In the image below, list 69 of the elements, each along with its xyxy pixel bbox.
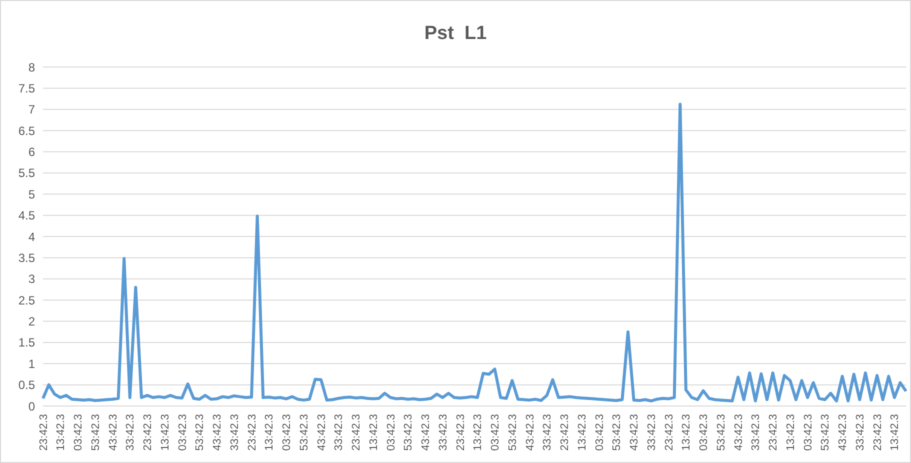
x-tick-label: 23:42.3 [872, 414, 884, 451]
x-tick-label: 23:42.3 [38, 414, 50, 451]
x-tick-label: 33:42.3 [542, 414, 554, 451]
x-tick-label: 23:42.3 [454, 414, 467, 451]
y-tick-label: 0.5 [18, 378, 36, 392]
x-tick-label: 33:42.3 [750, 414, 762, 451]
x-tick-label: 33:42.3 [333, 414, 346, 451]
x-tick-label: 53:42.3 [611, 414, 624, 451]
x-tick-label: 43:42.3 [628, 414, 641, 451]
chart-title: Pst L1 [423, 23, 488, 45]
x-tick-label: 13:42.3 [680, 414, 693, 451]
x-tick-label: 53:42.3 [506, 414, 519, 451]
y-tick-label: 3 [28, 272, 36, 286]
x-tick-label: 03:42.3 [281, 414, 294, 451]
y-tick-label: 0 [28, 399, 36, 414]
x-tick-label: 23:42.3 [559, 414, 572, 451]
y-tick-label: 6.5 [18, 124, 36, 138]
line-series [42, 102, 908, 402]
y-tick-label: 7.5 [18, 81, 36, 96]
x-tick-label: 53:42.3 [298, 414, 310, 451]
x-tick-label: 53:42.3 [90, 414, 102, 451]
x-tick-label: 43:42.3 [420, 414, 432, 451]
x-tick-label: 03:42.3 [385, 414, 398, 451]
y-tick-label: 1 [28, 356, 36, 371]
y-tick-label: 4 [28, 230, 36, 244]
y-tick-label: 2.5 [18, 293, 36, 308]
y-tick-label: 2 [28, 314, 36, 329]
x-tick-label: 53:42.3 [820, 414, 832, 451]
y-tick-label: 5.5 [18, 166, 36, 180]
x-tick-label: 23:42.3 [768, 414, 780, 451]
x-tick-label: 33:42.3 [124, 414, 137, 451]
x-tick-label: 13:42.3 [472, 414, 484, 451]
x-tick-label: 13:42.3 [889, 414, 902, 451]
x-tick-label: 23:42.3 [142, 414, 154, 451]
x-tick-label: 23:42.3 [663, 414, 676, 451]
y-tick-label: 7 [28, 102, 36, 117]
y-tick-label: 4.5 [18, 208, 36, 223]
x-tick-label: 53:42.3 [194, 414, 206, 451]
x-tick-label: 23:42.3 [246, 414, 258, 451]
x-tick-label: 53:42.3 [402, 414, 415, 451]
x-tick-label: 43:42.3 [732, 414, 745, 451]
x-tick-label: 43:42.3 [316, 414, 328, 451]
x-tick-label: 03:42.3 [490, 414, 502, 451]
x-tick-label: 13:42.3 [264, 414, 276, 451]
y-tick-label: 6 [28, 145, 36, 160]
x-tick-label: 43:42.3 [837, 414, 850, 451]
x-tick-label: 33:42.3 [646, 414, 658, 451]
x-tick-label: 03:42.3 [594, 414, 606, 451]
y-tick-label: 1.5 [18, 336, 36, 350]
x-tick-label: 03:42.3 [72, 414, 85, 451]
x-tick-label: 43:42.3 [107, 414, 120, 451]
x-tick-label: 13:42.3 [159, 414, 172, 451]
x-tick-label: 43:42.3 [524, 414, 536, 451]
x-tick-label: 53:42.3 [715, 414, 728, 451]
x-tick-label: 33:42.3 [854, 414, 866, 451]
x-tick-label: 13:42.3 [784, 414, 797, 451]
x-tick-label: 13:42.3 [576, 414, 588, 451]
x-tick-label: 43:42.3 [212, 414, 224, 451]
x-tick-label: 03:42.3 [802, 414, 814, 451]
y-tick-label: 5 [28, 187, 36, 202]
x-tick-label: 33:42.3 [437, 414, 450, 451]
x-tick-label: 13:42.3 [368, 414, 380, 451]
x-tick-label: 03:42.3 [698, 414, 710, 451]
x-tick-label: 03:42.3 [176, 414, 189, 451]
x-tick-label: 23:42.3 [350, 414, 363, 451]
x-tick-label: 13:42.3 [55, 414, 68, 451]
y-tick-label: 8 [28, 60, 36, 74]
y-tick-label: 3.5 [18, 250, 36, 265]
x-tick-label: 33:42.3 [228, 414, 241, 451]
